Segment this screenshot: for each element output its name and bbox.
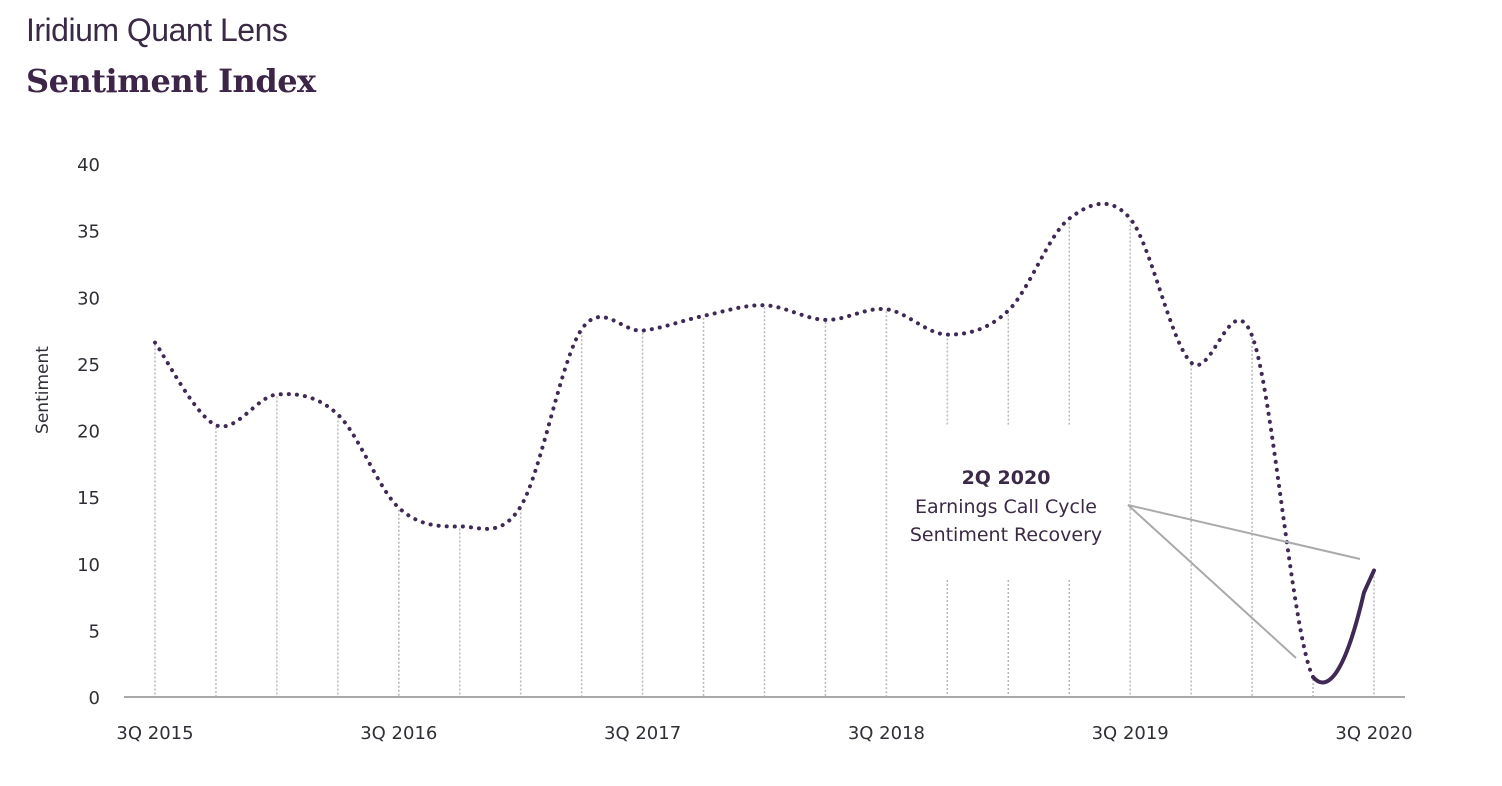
x-axis-ticks: 3Q 2015 3Q 2016 3Q 2017 3Q 2018 3Q 2019 3Q 20…: [116, 723, 1412, 744]
chart-title: Sentiment Index: [26, 62, 316, 100]
y-tick-label: 5: [89, 621, 100, 642]
x-tick-label: 3Q 2016: [360, 723, 437, 744]
drop-lines: [154, 220, 1375, 697]
x-tick-label: 3Q 2020: [1335, 723, 1412, 744]
annotation-line-2: Sentiment Recovery: [910, 524, 1102, 546]
y-tick-label: 30: [77, 288, 100, 309]
brand-name: Iridium Quant Lens: [26, 12, 288, 48]
sentiment-recovery-line: [1311, 568, 1376, 685]
y-tick-label: 0: [89, 688, 100, 709]
x-tick-label: 3Q 2018: [848, 723, 925, 744]
x-tick-label: 3Q 2019: [1092, 723, 1169, 744]
y-tick-label: 10: [77, 555, 100, 576]
y-axis-ticks: 0 5 10 15 20 25 30 35 40: [77, 155, 100, 709]
x-tick-label: 3Q 2015: [116, 723, 193, 744]
annotation-leader-line: [1127, 504, 1361, 560]
y-tick-label: 20: [77, 422, 100, 443]
x-tick-label: 3Q 2017: [604, 723, 681, 744]
annotation-title: 2Q 2020: [962, 467, 1051, 489]
annotation: 2Q 2020 Earnings Call Cycle Sentiment Re…: [910, 467, 1361, 659]
y-axis-label: Sentiment: [33, 346, 53, 434]
y-tick-label: 15: [77, 488, 100, 509]
y-tick-label: 40: [77, 155, 100, 176]
y-tick-label: 35: [77, 222, 100, 243]
annotation-leader-line: [1127, 504, 1297, 659]
y-tick-label: 25: [77, 355, 100, 376]
annotation-line-1: Earnings Call Cycle: [915, 496, 1097, 518]
sentiment-dotted-line: [153, 201, 1316, 680]
